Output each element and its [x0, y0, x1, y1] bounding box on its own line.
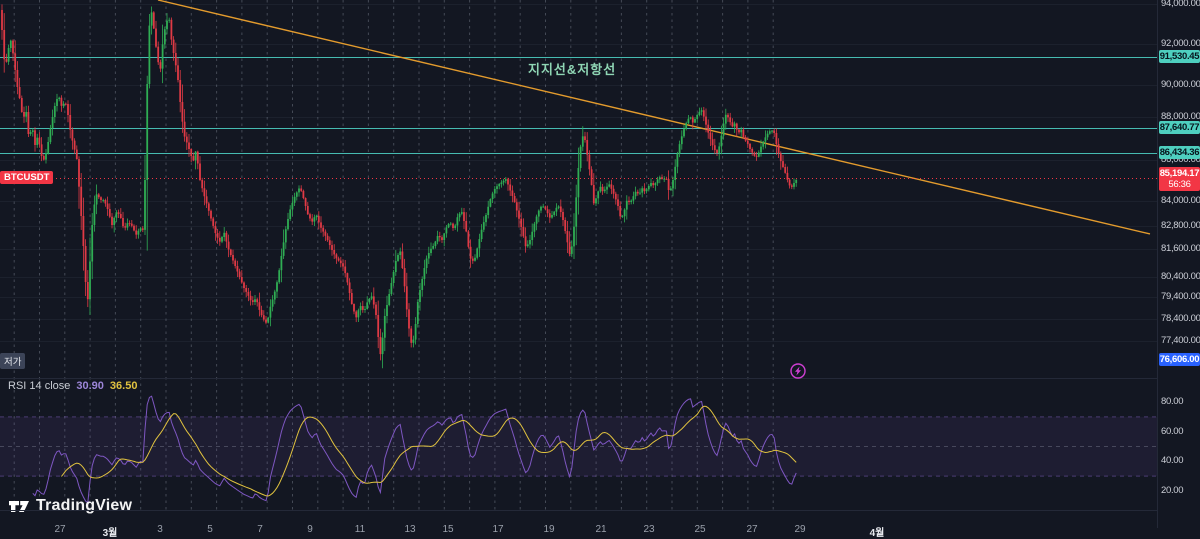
current-price-axis-tag: 85,194.17 56:36: [1159, 167, 1200, 191]
time-tick-label: 3월: [102, 528, 118, 539]
time-tick-label: 7: [257, 524, 263, 535]
time-tick-label: 19: [543, 524, 555, 535]
price-tick-label: 81,600.00: [1161, 243, 1200, 254]
rsi-tick-label: 20.00: [1161, 485, 1184, 496]
rsi-ma-line[interactable]: [61, 405, 797, 497]
price-tick-label: 84,000.00: [1161, 195, 1200, 206]
time-axis[interactable]: 27 3월 3 5 7 9 11 13 15 17 19 21 23 25 27 29 4월: [0, 510, 1157, 539]
sr-price-tag: 91,530.45: [1159, 50, 1200, 63]
rsi-band: [0, 416, 1157, 477]
alert-badge[interactable]: [790, 363, 806, 379]
chart-canvas[interactable]: [0, 0, 1200, 528]
price-tick-label: 79,400.00: [1161, 291, 1200, 302]
time-tick-label: 9: [307, 524, 313, 535]
price-tick-label: 86,000.00: [1161, 154, 1200, 165]
time-tick-label: 25: [694, 524, 706, 535]
price-tick-label: 78,400.00: [1161, 313, 1200, 324]
symbol-price-tag: BTCUSDT: [0, 171, 54, 184]
price-tick-label: 92,000.00: [1161, 38, 1200, 49]
price-axis[interactable]: 85,194.17 56:36 94,000.00 92,000.00 90,000…: [1157, 0, 1200, 528]
time-tick-label: 21: [595, 524, 607, 535]
support-resistance-lines[interactable]: [0, 57, 1157, 154]
price-tick-label: 88,000.00: [1161, 111, 1200, 122]
time-tick-label: 4월: [869, 528, 885, 539]
price-tick-label: 77,400.00: [1161, 335, 1200, 346]
time-tick-label: 5: [207, 524, 213, 535]
time-tick-label: 15: [442, 524, 454, 535]
rsi-tick-label: 60.00: [1161, 426, 1184, 437]
time-tick-label: 27: [54, 524, 66, 535]
price-tick-label: 90,000.00: [1161, 79, 1200, 90]
time-tick-label: 13: [404, 524, 416, 535]
candlestick-series[interactable]: [1, 4, 798, 369]
rsi-tick-label: 40.00: [1161, 455, 1184, 466]
rsi-line[interactable]: [32, 395, 797, 504]
sr-price-tag: 87,640.77: [1159, 121, 1200, 134]
price-tick-label: 82,800.00: [1161, 220, 1200, 231]
time-tick-label: 23: [643, 524, 655, 535]
time-tick-label: 27: [746, 524, 758, 535]
bar-countdown: 56:36: [1168, 179, 1191, 190]
price-tick-label: 80,400.00: [1161, 271, 1200, 282]
time-tick-label: 29: [794, 524, 806, 535]
session-low-price-tag: 76,606.00: [1159, 353, 1200, 366]
sr-price-tag: 86,434.36: [1159, 146, 1200, 159]
time-tick-label: 11: [354, 524, 366, 535]
lightning-icon: [795, 366, 801, 376]
session-break-lines: [13, 0, 774, 510]
current-price-value: 85,194.17: [1159, 168, 1200, 179]
time-tick-label: 17: [492, 524, 504, 535]
session-low-tag: 저가: [0, 353, 26, 369]
price-tick-label: 94,000.00: [1161, 0, 1200, 9]
time-tick-label: 3: [157, 524, 163, 535]
rsi-tick-label: 80.00: [1161, 396, 1184, 407]
trendline[interactable]: [157, 0, 1151, 235]
